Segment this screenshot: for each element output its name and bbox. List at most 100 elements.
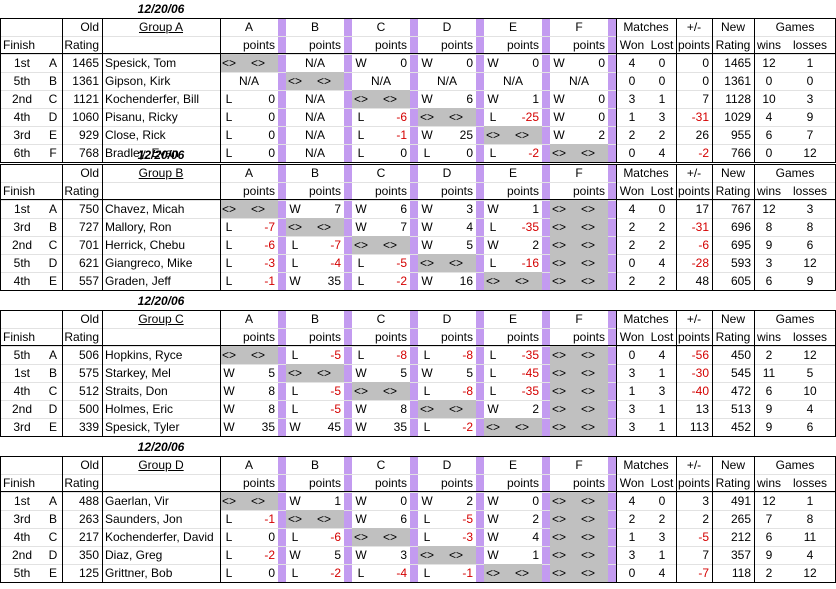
new-rating: 696 — [730, 220, 751, 234]
column-separator — [344, 164, 352, 290]
games-wins: 11 — [762, 366, 776, 380]
points-header: points — [440, 476, 473, 490]
points-header: points — [677, 330, 711, 344]
player-name: Spesick, Tyler — [105, 420, 180, 434]
result-outcome: W — [553, 92, 565, 106]
gridline — [0, 382, 836, 383]
points-header: points — [242, 184, 275, 198]
matches-lost: 0 — [658, 74, 666, 88]
old-rating: 557 — [78, 274, 99, 288]
result-outcome: W — [355, 420, 367, 434]
self-match-cell — [550, 382, 608, 400]
games-losses: 12 — [803, 348, 817, 362]
new-rating: 1029 — [724, 110, 751, 124]
column-header-e: E — [508, 458, 517, 472]
result-outcome: <> — [221, 56, 236, 70]
result-outcome: L — [423, 512, 431, 526]
player-name: Kochenderfer, Bill — [105, 92, 200, 106]
result-outcome: L — [291, 348, 299, 362]
result-points: <> — [250, 348, 265, 362]
player-name: Kochenderfer, David — [105, 530, 214, 544]
plus-minus-points: 0 — [702, 56, 709, 70]
old-rating: 727 — [78, 220, 99, 234]
result-points: <> — [580, 274, 595, 288]
old-rating: 750 — [78, 202, 99, 216]
result-outcome: W — [487, 530, 499, 544]
plus-minus-header: +/- — [686, 166, 702, 180]
column-border — [754, 310, 755, 436]
result-outcome: <> — [551, 256, 566, 270]
won-header: Won — [619, 476, 645, 490]
matches-won: 1 — [628, 384, 636, 398]
result-points: <> — [250, 56, 265, 70]
points-header: points — [506, 38, 539, 52]
result-points: 1 — [532, 92, 539, 106]
player-name: Spesick, Tom — [105, 56, 177, 70]
result-outcome: W — [223, 384, 235, 398]
result-outcome: L — [357, 110, 365, 124]
new-rating: 450 — [730, 348, 751, 362]
result-outcome: W — [421, 92, 433, 106]
result-outcome: L — [291, 384, 299, 398]
result-points: -5 — [396, 256, 407, 270]
old-rating: 506 — [78, 348, 99, 362]
column-border — [754, 164, 755, 290]
finish-place: 2nd — [11, 548, 33, 562]
result-points: 0 — [268, 146, 275, 160]
old-rating: 488 — [78, 494, 99, 508]
result-points: <> — [448, 110, 463, 124]
result-points: 0 — [598, 92, 605, 106]
matches-lost: 1 — [658, 366, 666, 380]
old-rating: 1361 — [72, 74, 99, 88]
result-outcome: <> — [485, 420, 500, 434]
result-outcome: <> — [551, 146, 566, 160]
player-name: Bradley, Evan — [105, 146, 179, 160]
result-outcome: L — [489, 384, 497, 398]
matches-won: 3 — [628, 402, 636, 416]
games-header: Games — [775, 20, 815, 34]
matches-won: 4 — [628, 494, 636, 508]
result-outcome: L — [489, 110, 497, 124]
finish-header: Finish — [3, 184, 36, 198]
result-points: 2 — [598, 128, 605, 142]
rating-header: Rating — [715, 184, 751, 198]
player-letter: B — [48, 220, 57, 234]
header-row-1: Old Group C A B C D E F Matches +/- New Games — [0, 310, 836, 328]
group-block-group-b: 12/20/06 Old Group B A B C D E F Matches +/- New Gam… — [0, 146, 836, 291]
result-outcome: W — [223, 420, 235, 434]
result-outcome: L — [423, 384, 431, 398]
column-header-d: D — [442, 166, 452, 180]
player-letter: C — [48, 92, 58, 106]
result-points: <> — [250, 202, 265, 216]
result-points: -4 — [330, 256, 341, 270]
result-points: -45 — [521, 366, 539, 380]
column-header-b: B — [310, 20, 319, 34]
rating-header: Rating — [715, 38, 751, 52]
rating-header: Rating — [715, 330, 751, 344]
result-outcome: W — [487, 56, 499, 70]
column-header-a: A — [244, 20, 253, 34]
column-separator — [476, 456, 484, 582]
result-points: <> — [580, 402, 595, 416]
result-points: 0 — [400, 56, 407, 70]
player-letter: A — [48, 348, 57, 362]
old-rating: 350 — [78, 548, 99, 562]
result-points: 5 — [466, 238, 473, 252]
result-outcome: W — [289, 548, 301, 562]
plus-minus-header: +/- — [686, 20, 702, 34]
result-na: N/A — [238, 74, 259, 88]
plus-minus-points: 17 — [695, 202, 709, 216]
result-points: 0 — [268, 566, 275, 580]
matches-won: 3 — [628, 420, 636, 434]
result-points: -8 — [462, 348, 473, 362]
finish-place: 2nd — [11, 92, 33, 106]
result-outcome: W — [223, 402, 235, 416]
result-outcome: W — [289, 420, 301, 434]
player-name: Saunders, Jon — [105, 512, 183, 526]
matches-lost: 2 — [658, 238, 666, 252]
result-outcome: <> — [551, 494, 566, 508]
player-letter: A — [48, 494, 57, 508]
group-block-group-d: 12/20/06 Old Group D A B C D E F Matches +/- New Gam… — [0, 438, 836, 583]
result-points: <> — [580, 384, 595, 398]
self-match-cell — [352, 90, 410, 108]
